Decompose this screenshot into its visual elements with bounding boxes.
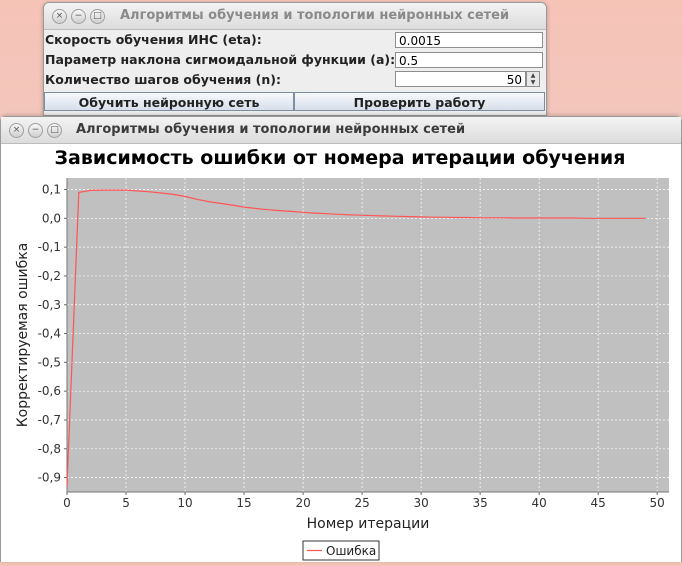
spinner-down-icon[interactable]: ▼ <box>530 79 536 86</box>
minimize-icon[interactable]: − <box>28 123 43 138</box>
settings-titlebar[interactable]: × − □ Алгоритмы обучения и топологии ней… <box>44 3 546 30</box>
maximize-icon[interactable]: □ <box>90 9 105 24</box>
settings-window-title: Алгоритмы обучения и топологии нейронных… <box>120 8 510 23</box>
y-tick-label: 0,0 <box>42 211 61 225</box>
slope-label: Параметр наклона сигмоидальной функции (… <box>45 52 396 67</box>
legend-label: Ошибка <box>326 544 376 558</box>
x-tick-label: 25 <box>354 496 369 510</box>
y-tick-label: -0,7 <box>38 413 61 427</box>
slope-field[interactable]: 0.5 <box>395 52 543 68</box>
chart-canvas: Зависимость ошибки от номера итерации об… <box>1 144 681 562</box>
steps-spinner-field[interactable]: 50 <box>395 71 526 87</box>
error-chart: Зависимость ошибки от номера итерации об… <box>15 147 669 561</box>
series-line-error <box>66 189 646 487</box>
x-tick-label: 15 <box>236 496 251 510</box>
x-tick-label: 0 <box>63 496 71 510</box>
x-tick-label: 45 <box>591 496 606 510</box>
x-tick-label: 10 <box>177 496 192 510</box>
settings-window: × − □ Алгоритмы обучения и топологии ней… <box>43 2 547 116</box>
legend: Ошибка <box>302 540 380 561</box>
chart-window-title: Алгоритмы обучения и топологии нейронных… <box>76 122 466 137</box>
series-layer <box>66 189 646 487</box>
y-tick-label: -0,9 <box>38 471 61 485</box>
spinner-up-icon[interactable]: ▲ <box>530 72 536 79</box>
y-tick-label: -0,1 <box>38 240 61 254</box>
y-tick-label: 0,1 <box>42 183 61 197</box>
x-tick-label: 40 <box>532 496 547 510</box>
y-tick-label: -0,5 <box>38 355 61 369</box>
axes: 0 5 10 15 20 25 30 35 40 45 50 0,1 0,0 -0,1 -0,2 -0,3 -0… <box>38 178 669 510</box>
legend-box <box>302 540 380 561</box>
close-icon[interactable]: × <box>9 123 24 138</box>
x-tick-label: 35 <box>472 496 487 510</box>
x-tick-label: 30 <box>413 496 428 510</box>
chart-window: × − □ Алгоритмы обучения и топологии ней… <box>0 116 682 562</box>
y-tick-label: -0,8 <box>38 442 61 456</box>
x-tick-label: 50 <box>650 496 665 510</box>
y-tick-label: -0,6 <box>38 384 61 398</box>
y-tick-label: -0,3 <box>38 298 61 312</box>
check-button[interactable]: Проверить работу <box>294 92 545 111</box>
steps-label: Количество шагов обучения (n): <box>45 72 281 87</box>
x-tick-label: 20 <box>295 496 310 510</box>
y-tick-label: -0,2 <box>38 269 61 283</box>
plot-area <box>67 178 669 492</box>
eta-field[interactable]: 0.0015 <box>395 32 543 48</box>
y-tick-label: -0,4 <box>38 327 61 341</box>
eta-label: Скорость обучения ИНС (eta): <box>45 32 262 47</box>
chart-titlebar[interactable]: × − □ Алгоритмы обучения и топологии ней… <box>1 117 681 144</box>
maximize-icon[interactable]: □ <box>47 123 62 138</box>
minimize-icon[interactable]: − <box>71 9 86 24</box>
close-icon[interactable]: × <box>52 9 67 24</box>
x-axis-label: Номер итерации <box>307 516 430 532</box>
train-button[interactable]: Обучить нейронную сеть <box>44 92 294 111</box>
y-axis-label: Корректируемая ошибка <box>15 243 31 428</box>
chart-title: Зависимость ошибки от номера итерации об… <box>55 147 626 169</box>
steps-spinner[interactable]: ▲ ▼ <box>526 71 540 87</box>
x-tick-label: 5 <box>122 496 130 510</box>
